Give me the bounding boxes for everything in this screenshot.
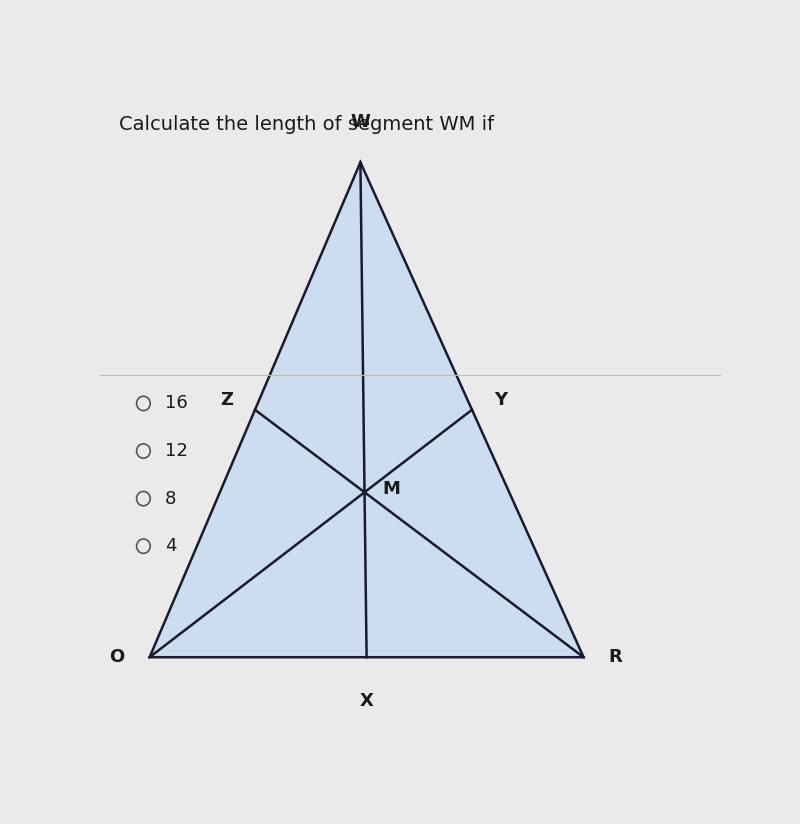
Text: R: R: [608, 648, 622, 667]
Text: 12: 12: [165, 442, 188, 460]
Text: Z: Z: [221, 391, 234, 410]
Text: Calculate the length of segment WM if: Calculate the length of segment WM if: [118, 115, 500, 133]
Text: M: M: [382, 480, 400, 498]
Text: 8: 8: [165, 489, 177, 508]
Text: X: X: [360, 692, 374, 710]
Text: Y: Y: [494, 391, 507, 410]
Text: W: W: [350, 113, 370, 131]
Text: 4: 4: [165, 537, 177, 555]
Text: O: O: [110, 648, 125, 667]
Polygon shape: [150, 162, 584, 658]
Text: 16: 16: [165, 395, 188, 413]
